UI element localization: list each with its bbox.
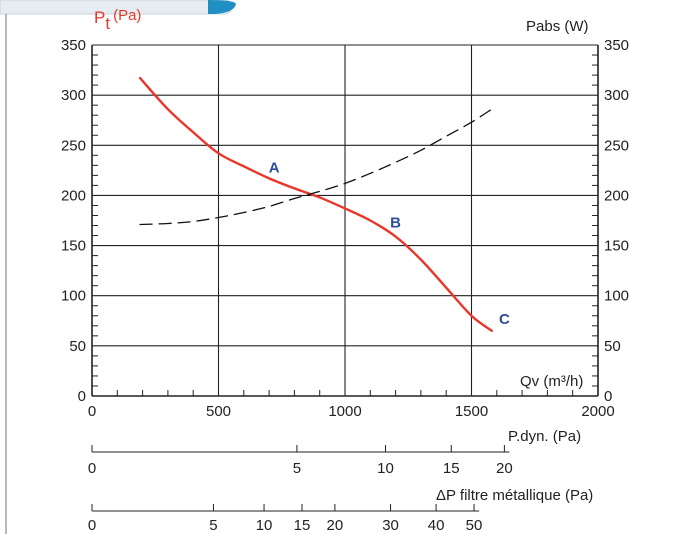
secondary-scale-tick-label: 15 xyxy=(443,460,460,477)
pressure-curve-solid xyxy=(138,76,493,333)
y-right-tick-label: 150 xyxy=(604,238,629,255)
x-tick-label: 1500 xyxy=(455,403,488,420)
y-left-tick-label: 150 xyxy=(61,238,86,255)
secondary-scale-tick-label: 20 xyxy=(327,517,344,534)
secondary-scale-tick-label: 40 xyxy=(428,517,445,534)
series-layer xyxy=(138,76,493,333)
secondary-scale-tick-label: 0 xyxy=(88,460,96,477)
y-left-tick-label: 350 xyxy=(61,37,86,54)
y-right-tick-label: 300 xyxy=(604,87,629,104)
x-tick-label: 1000 xyxy=(328,403,361,420)
plot-grid xyxy=(91,44,599,397)
secondary-scale-tick-label: 5 xyxy=(293,460,301,477)
y-left-tick-label: 250 xyxy=(61,137,86,154)
y-right-tick-label: 100 xyxy=(604,288,629,305)
secondary-scale-tick-label: 5 xyxy=(209,517,217,534)
secondary-scale-tick-label: 20 xyxy=(496,460,513,477)
secondary-scale-tick-label: 30 xyxy=(382,517,399,534)
curve-point-label: B xyxy=(390,215,401,232)
scale-filter-title: ΔP filtre métallique (Pa) xyxy=(436,487,593,504)
scale-pdyn-title: P.dyn. (Pa) xyxy=(508,428,581,445)
secondary-scale-tick-label: 15 xyxy=(294,517,311,534)
x-tick-label: 500 xyxy=(206,403,231,420)
scale-pdyn: P.dyn. (Pa) 0 5 10 15 20 xyxy=(88,428,581,477)
x-tick-label: 2000 xyxy=(581,403,614,420)
secondary-scale-tick-label: 50 xyxy=(466,517,483,534)
y-right-tick-label: 0 xyxy=(604,388,612,405)
y-left-tick-label: 100 xyxy=(61,288,86,305)
y-left-tick-label: 200 xyxy=(61,187,86,204)
y-left-tick-label: 50 xyxy=(69,338,86,355)
secondary-scale-tick-label: 10 xyxy=(377,460,394,477)
scale-filter-metal: ΔP filtre métallique (Pa) 0 5 10 15 20 30 40 50 xyxy=(88,487,593,534)
curve-point-label: A xyxy=(269,159,280,176)
secondary-scale-tick-label: 0 xyxy=(88,517,96,534)
y-right-tick-label: 250 xyxy=(604,137,629,154)
y-right-tick-label: 50 xyxy=(604,338,621,355)
x-tick-label: 0 xyxy=(88,403,96,420)
y-left-title-sub: t xyxy=(105,14,110,33)
y-left-tick-label: 0 xyxy=(78,388,86,405)
y-left-title-unit: (Pa) xyxy=(113,7,141,24)
curve-point-label: C xyxy=(499,311,510,328)
y-left-tick-label: 300 xyxy=(61,87,86,104)
header-tab-decoration xyxy=(0,0,236,15)
y-left-title-main: P xyxy=(94,8,105,27)
x-axis-title: Qv (m³/h) xyxy=(520,373,583,390)
labels-layer: 0 50 100 150 200 250 300 350 0 50 100 150 200 250 300 3… xyxy=(61,37,629,420)
y-right-tick-label: 350 xyxy=(604,37,629,54)
power-curve-dashed xyxy=(139,108,493,226)
y-right-axis-title: Pabs (W) xyxy=(526,18,589,35)
minor-ticks xyxy=(92,54,598,396)
secondary-scale-tick-label: 10 xyxy=(256,517,273,534)
y-right-tick-label: 200 xyxy=(604,187,629,204)
y-left-axis-title: Pt (Pa) xyxy=(94,7,141,33)
